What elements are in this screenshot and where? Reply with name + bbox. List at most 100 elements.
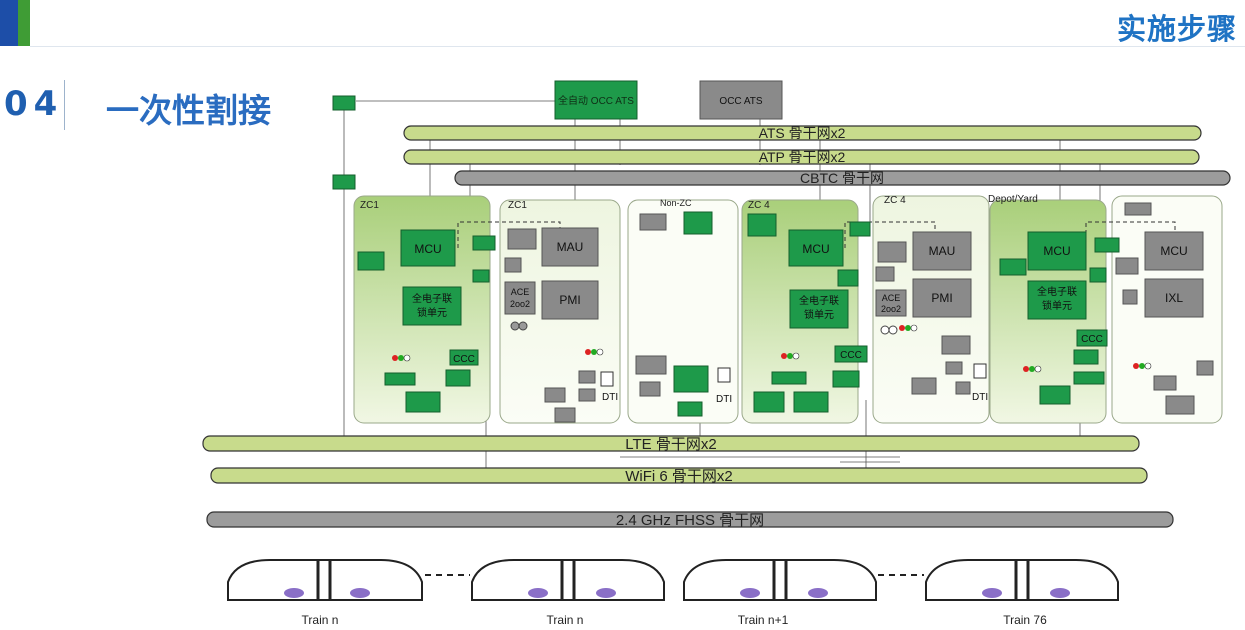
zc1w-device-d (578, 388, 596, 402)
zc4w-mau-box (912, 231, 972, 271)
depot-ccc-box (1076, 329, 1108, 347)
zc1w-ace-box (504, 281, 536, 315)
occ-ats-full-auto-box (554, 80, 638, 120)
nonzc-dti-icon (717, 367, 731, 383)
zc1w-mau-box (541, 227, 599, 267)
depotw-device-e (1165, 395, 1195, 415)
depot-ccc-label: CCC (1081, 334, 1103, 345)
nonzc-dti-label: DTI (716, 394, 732, 405)
gateway-switch-top (332, 95, 356, 111)
depot-ci-label-2: 锁单元 (1042, 299, 1072, 312)
depot-device-d (1039, 385, 1071, 405)
zc1w-mau-label: MAU (557, 240, 584, 254)
nonzc-device-f (677, 401, 703, 417)
depot-mcu-label: MCU (1043, 244, 1070, 258)
fhss-backbone-label: 2.4 GHz FHSS 骨干网 (616, 512, 764, 529)
header-title: 实施步骤 (1116, 12, 1237, 46)
train-1 (227, 559, 423, 601)
train-3 (683, 559, 877, 601)
nonzc-device-a (639, 213, 667, 231)
zc4-switch-a (849, 221, 871, 237)
zc4-device-d (753, 391, 785, 413)
zc4w-ace-label: ACE (882, 293, 901, 303)
zone-zc1-white-label: ZC1 (508, 200, 527, 211)
zc4w-device-e (911, 377, 937, 395)
zc1-device-d (405, 391, 441, 413)
zc1w-device-a (507, 228, 537, 250)
zc4w-mau-label: MAU (929, 244, 956, 258)
zone-zc4-green-label: ZC 4 (748, 200, 770, 211)
depotw-signal-icon (1133, 362, 1152, 370)
zc1-mcu-box (400, 229, 456, 267)
occ-ats-full-auto-label: 全自动 OCC ATS (558, 94, 634, 107)
ats-backbone-label: ATS 骨干网x2 (759, 125, 846, 141)
zc4-ci-label: 全电子联 (799, 294, 839, 307)
dashed-links (457, 221, 1176, 248)
zc4-mcu-box (788, 229, 844, 267)
zc1w-device-c (578, 370, 596, 384)
zc1-device-b (384, 372, 416, 386)
depotw-device-a (1124, 202, 1152, 216)
zc4w-ace-box (875, 289, 907, 317)
depot-device-c (1073, 371, 1105, 385)
nonzc-device-c (635, 355, 667, 375)
section-number: 04 (4, 84, 64, 124)
fhss-backbone (206, 511, 1174, 528)
zc4-device-e (793, 391, 829, 413)
depot-switch-a (1094, 237, 1120, 253)
depotw-device-d (1153, 375, 1177, 391)
zc1w-dti-label: DTI (602, 392, 618, 403)
zc4-ci-label-2: 锁单元 (804, 308, 834, 321)
lte-backbone-label: LTE 骨干网x2 (625, 436, 716, 453)
zc1-signal-icon (392, 354, 411, 362)
zc1w-device-e (544, 387, 566, 403)
section-title: 一次性割接 (106, 91, 271, 130)
occ-ats-label: OCC ATS (719, 96, 762, 107)
zc1-device (357, 251, 385, 271)
depotw-device-f (1196, 360, 1214, 376)
zc1-ccc-box (449, 349, 479, 366)
depot-device-b (1073, 349, 1099, 365)
zc1-ci-label-2: 锁单元 (417, 306, 447, 319)
zc1-ci-box (402, 286, 462, 326)
zc1-device-c (445, 369, 471, 387)
train-label-2: Train n (547, 613, 584, 627)
zc4w-pmi-box (912, 278, 972, 318)
zc4-ci-box (789, 289, 849, 329)
atp-backbone-label: ATP 骨干网x2 (759, 149, 846, 165)
train-label-4: Train 76 (1003, 613, 1047, 627)
header-divider (30, 46, 1245, 47)
zc4-device-a (747, 213, 777, 237)
zc1-ccc-label: CCC (453, 354, 475, 365)
zc4-ccc-box (834, 345, 868, 363)
zc4w-pmi-label: PMI (931, 291, 952, 305)
header-accent-green (18, 0, 30, 46)
zc4-signal-icon (781, 352, 800, 360)
cbtc-backbone (454, 170, 1231, 186)
zc1-ci-label: 全电子联 (412, 292, 452, 305)
zc1-switch-a (472, 235, 496, 251)
depot-mcu-box (1027, 231, 1087, 271)
train-label-1: Train n (302, 613, 339, 627)
zc4w-axle-counter-icon (880, 325, 898, 335)
atp-backbone (403, 149, 1200, 165)
depot-device-a (999, 258, 1027, 276)
occ-ats-box (699, 80, 783, 120)
zc4w-signal-icon (899, 324, 918, 332)
depotw-mcu-label: MCU (1160, 244, 1187, 258)
zc1w-ace-label: ACE (511, 287, 530, 297)
zc1w-axle-counter-icon (510, 321, 528, 331)
depot-ci-label: 全电子联 (1037, 285, 1077, 298)
zc4w-device-d (945, 361, 963, 375)
zc4-device-b (771, 371, 807, 385)
nonzc-device-d (639, 381, 661, 397)
wifi6-backbone-label: WiFi 6 骨干网x2 (625, 468, 733, 485)
depotw-mcu-box (1144, 231, 1204, 271)
cbtc-backbone-label: CBTC 骨干网 (800, 170, 884, 186)
zc4-mcu-label: MCU (802, 242, 829, 256)
zc4-device-c (832, 370, 860, 388)
zc4w-dti-label: DTI (972, 392, 988, 403)
nonzc-device-e (673, 365, 709, 393)
zc4w-device-f (955, 381, 971, 395)
zc4w-device-b (875, 266, 895, 282)
